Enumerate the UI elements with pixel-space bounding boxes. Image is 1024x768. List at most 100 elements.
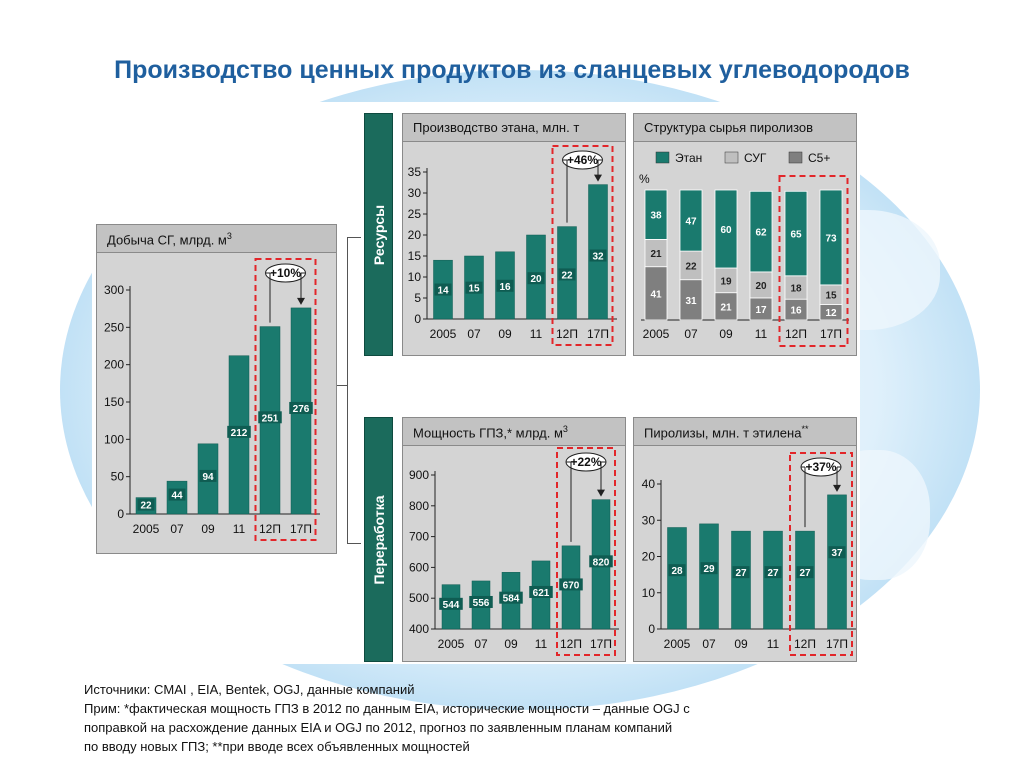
segment-label: 65	[790, 230, 802, 241]
data-label: 544	[443, 600, 460, 611]
y-tick-label: 20	[408, 228, 422, 242]
pyrolysis-title-sup: **	[801, 424, 809, 434]
x-tick-label: 07	[684, 327, 698, 341]
pyrolysis-panel: Пиролизы, млн. т этилена** 0 10 20 30 40 28 20…	[633, 417, 857, 662]
y-tick-label: 900	[409, 468, 429, 482]
processing-label: Переработка	[370, 494, 387, 585]
highlight-box	[778, 175, 849, 347]
ethane-production-chart: 0 5 10 15 20 25 30 35 14 2005 15 07 16 09 20 11 22 12П 32 1…	[408, 145, 617, 346]
connector-top	[347, 237, 361, 238]
stacked-segment	[784, 190, 808, 277]
data-label-box	[828, 546, 846, 559]
growth-callout-label: +37%	[805, 460, 836, 474]
x-tick-label: 2005	[643, 327, 670, 341]
data-label-box	[168, 488, 186, 501]
x-tick-label: 2005	[133, 522, 160, 536]
x-tick-label: 17П	[820, 327, 842, 341]
segment-label: 21	[720, 302, 732, 313]
y-tick-label: 400	[409, 622, 429, 636]
data-label-box	[527, 272, 545, 285]
x-tick-label: 12П	[556, 327, 578, 341]
y-tick-label: 500	[409, 591, 429, 605]
y-tick-label: 35	[408, 165, 422, 179]
y-tick-label: 700	[409, 530, 429, 544]
growth-callout-label: +10%	[270, 266, 301, 280]
segment-label: 21	[650, 249, 662, 260]
data-label: 820	[593, 557, 610, 568]
x-tick-label: 07	[702, 637, 716, 651]
sources-line: Источники: CMAI , EIA, Bentek, OGJ, данн…	[84, 682, 415, 697]
segment-label: 38	[650, 211, 662, 222]
x-tick-label: 07	[170, 522, 184, 536]
gpz-title-tail: млрд. м	[512, 425, 563, 441]
ethane-production-panel: Производство этана, млн. т 0 5 10 15 20 25 30 3…	[402, 113, 626, 356]
data-label: 15	[468, 284, 480, 295]
data-label: 584	[503, 594, 520, 605]
data-label-box	[558, 268, 576, 281]
data-label-box	[589, 555, 613, 568]
x-tick-label: 2005	[430, 327, 457, 341]
data-label-box	[499, 591, 523, 604]
unit-label: %	[639, 172, 650, 186]
segment-label: 73	[825, 233, 837, 244]
data-label: 621	[533, 588, 550, 599]
data-label-box	[434, 283, 452, 296]
segment-label: 31	[685, 296, 697, 307]
data-label: 27	[767, 568, 779, 579]
y-tick-label: 25	[408, 207, 422, 221]
stacked-segment	[679, 189, 703, 252]
x-tick-label: 09	[719, 327, 733, 341]
gas-title-text: Добыча СГ, млрд. м	[107, 232, 227, 248]
stacked-segment	[749, 190, 773, 273]
bar	[731, 530, 751, 630]
highlight-box	[254, 258, 317, 541]
y-tick-label: 40	[642, 477, 656, 491]
x-tick-label: 09	[498, 327, 512, 341]
data-label: 251	[262, 413, 279, 424]
sources-note: Источники: CMAI , EIA, Bentek, OGJ, данн…	[84, 680, 844, 756]
data-label: 22	[140, 501, 152, 512]
gpz-capacity-panel: Мощность ГПЗ,* млрд. м3 400 500 600 700 800 9…	[402, 417, 626, 662]
pyrolysis-title-text: Пиролизы, млн. т этилена	[644, 425, 802, 441]
gpz-title-sup: 3	[562, 424, 568, 434]
data-label-box	[559, 578, 583, 591]
x-tick-label: 07	[474, 637, 488, 651]
callout-arrow	[833, 484, 841, 492]
ethane-production-title: Производство этана, млн. т	[403, 114, 625, 142]
x-tick-label: 11	[755, 327, 768, 341]
data-label-box	[764, 566, 782, 579]
data-label: 27	[799, 568, 811, 579]
bar	[699, 523, 719, 630]
y-tick-label: 0	[648, 622, 655, 636]
ethane-title-text: Производство этана, млн. т	[413, 120, 580, 135]
data-label: 670	[563, 580, 580, 591]
data-label: 22	[561, 270, 573, 281]
x-tick-label: 12П	[259, 522, 281, 536]
feedstock-structure-chart: Этан СУГ С5+% 41 21 38 2005 31 22 47 07 21 19 60 09 17 2…	[639, 151, 849, 347]
legend-label: С5+	[808, 151, 830, 165]
note-line: по вводу новых ГПЗ; **при вводе всех объ…	[84, 739, 470, 754]
x-tick-label: 09	[504, 637, 518, 651]
callout-arrow	[597, 489, 605, 497]
y-tick-label: 30	[642, 513, 656, 527]
data-label-box	[289, 401, 313, 414]
y-tick-label: 5	[414, 291, 421, 305]
y-tick-label: 50	[111, 470, 125, 484]
note-line: поправкой на расхождение данных EIA и OG…	[84, 720, 673, 735]
data-label-box	[732, 566, 750, 579]
highlight-box	[789, 452, 853, 656]
legend-label: Этан	[675, 151, 702, 165]
legend-swatch	[788, 151, 803, 164]
x-tick-label: 12П	[560, 637, 582, 651]
gpz-title-text: Мощность ГПЗ,	[413, 425, 507, 441]
y-tick-label: 150	[104, 395, 124, 409]
y-tick-label: 10	[642, 586, 656, 600]
legend-swatch	[724, 151, 739, 164]
feedstock-structure-title: Структура сырья пиролизов	[634, 114, 856, 142]
y-tick-label: 0	[117, 507, 124, 521]
y-tick-label: 15	[408, 249, 422, 263]
y-tick-label: 250	[104, 320, 124, 334]
segment-label: 17	[755, 305, 767, 316]
data-label-box	[700, 562, 718, 575]
segment-label: 62	[755, 228, 767, 239]
